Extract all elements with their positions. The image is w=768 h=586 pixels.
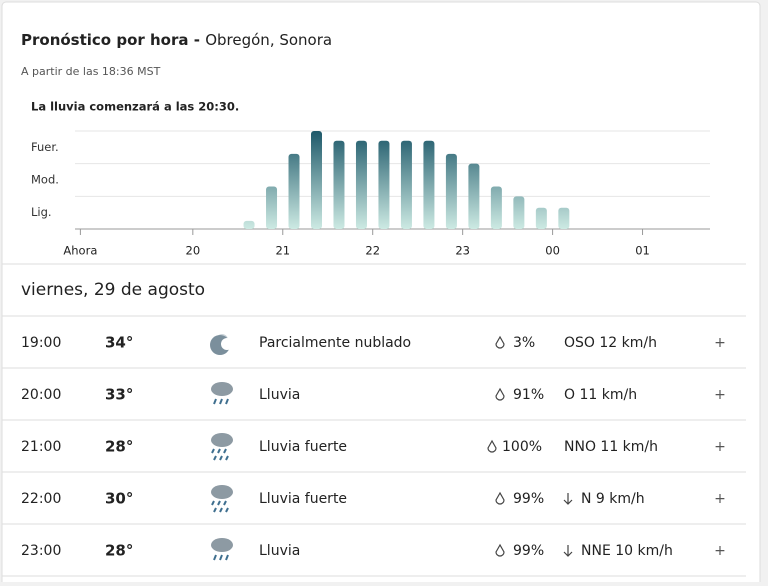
precipitation: 3% <box>513 335 535 351</box>
bar <box>490 186 502 229</box>
bar <box>288 153 300 229</box>
bar <box>333 140 345 229</box>
time: 20:00 <box>21 387 61 403</box>
wind-arrow <box>563 545 573 557</box>
precipitation: 91% <box>513 387 544 403</box>
condition: Parcialmente nublado <box>259 335 411 351</box>
x-tick-label: Ahora <box>63 244 97 258</box>
bar <box>266 186 278 229</box>
time: 22:00 <box>21 491 61 507</box>
time: 23:00 <box>21 543 61 559</box>
bar <box>400 140 412 229</box>
condition: Lluvia <box>259 543 300 559</box>
expand-button[interactable]: + <box>714 491 726 507</box>
x-tick-label: 20 <box>186 244 201 258</box>
time: 21:00 <box>21 439 61 455</box>
time: 19:00 <box>21 335 61 351</box>
condition: Lluvia fuerte <box>259 491 347 507</box>
temperature: 33° <box>105 386 133 404</box>
drop-icon <box>495 491 505 505</box>
day-heading: viernes, 29 de agosto <box>21 280 205 300</box>
expand-button[interactable]: + <box>714 387 726 403</box>
expand-button[interactable]: + <box>714 439 726 455</box>
x-tick-label: 21 <box>275 244 290 258</box>
wind: OSO 12 km/h <box>564 335 657 351</box>
weather-icon <box>211 485 233 513</box>
title: Pronóstico por hora - Obregón, Sonora <box>21 31 332 49</box>
x-tick-label: 01 <box>635 244 650 258</box>
bar <box>535 207 547 229</box>
y-level-label: Fuer. <box>31 140 59 154</box>
wind: NNO 11 km/h <box>564 439 658 455</box>
drop-icon <box>487 439 497 453</box>
temperature: 30° <box>105 490 133 508</box>
expand-button[interactable]: + <box>714 543 726 559</box>
subtitle: A partir de las 18:36 MST <box>21 65 161 78</box>
x-tick-label: 00 <box>545 244 560 258</box>
drop-icon <box>495 543 505 557</box>
bar <box>355 140 367 229</box>
bar <box>423 140 435 229</box>
hourly-table: 19:00 34° Parcialmente nublado 3% OSO 12 km/… <box>2 315 746 577</box>
x-tick-label: 22 <box>365 244 380 258</box>
temperature: 28° <box>105 542 133 560</box>
wind: N 9 km/h <box>581 491 645 507</box>
expand-button[interactable]: + <box>714 335 726 351</box>
bar <box>558 207 570 229</box>
drop-icon <box>495 387 505 401</box>
precipitation: 99% <box>513 491 544 507</box>
precipitation: 100% <box>502 439 542 455</box>
wind-arrow <box>563 493 573 505</box>
y-level-label: Mod. <box>31 173 59 187</box>
precipitation: 99% <box>513 543 544 559</box>
weather-icon <box>211 382 233 405</box>
drop-icon <box>495 335 505 349</box>
weather-icon <box>210 334 233 355</box>
weather-icon <box>211 433 233 461</box>
bar <box>445 153 457 229</box>
bar <box>468 163 480 229</box>
bar <box>243 220 255 229</box>
temperature: 28° <box>105 438 133 456</box>
y-level-label: Lig. <box>31 205 52 219</box>
bar <box>378 140 390 229</box>
chart-title: La lluvia comenzará a las 20:30. <box>31 100 239 114</box>
wind: NNE 10 km/h <box>581 543 673 559</box>
temperature: 34° <box>105 334 133 352</box>
condition: Lluvia <box>259 387 300 403</box>
weather-icon <box>211 538 233 561</box>
wind: O 11 km/h <box>564 387 637 403</box>
bar <box>310 131 322 229</box>
bar <box>513 196 525 229</box>
x-tick-label: 23 <box>455 244 470 258</box>
condition: Lluvia fuerte <box>259 439 347 455</box>
rain-chart: Lig. Mod. Fuer. Ahora 20 21 22 23 00 01 <box>31 130 710 258</box>
